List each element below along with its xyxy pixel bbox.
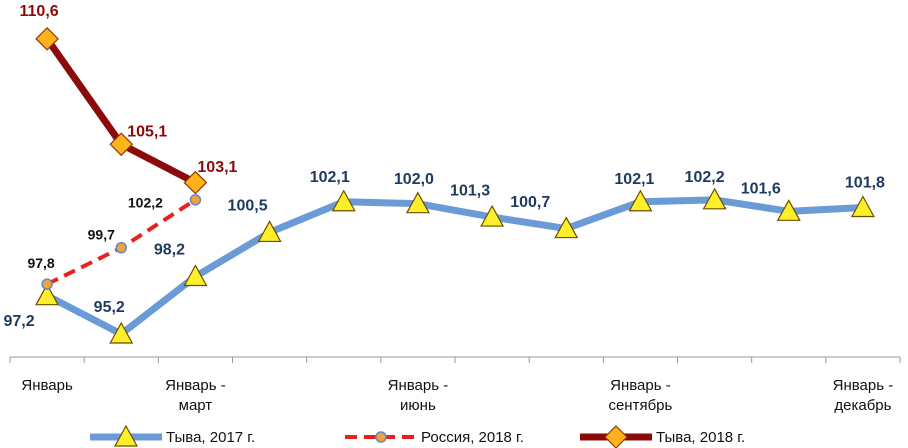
x-tick-label: Январь - сентябрь bbox=[608, 377, 673, 414]
line bbox=[44, 36, 198, 186]
data-label: 102,1 bbox=[614, 171, 654, 188]
data-label: 110,6 bbox=[20, 3, 59, 20]
marker bbox=[109, 321, 134, 344]
marker bbox=[183, 170, 208, 195]
data-label: 102,2 bbox=[685, 169, 725, 186]
marker bbox=[850, 195, 875, 218]
data-label: 98,2 bbox=[154, 242, 185, 259]
marker bbox=[35, 26, 59, 51]
data-label: 102,2 bbox=[128, 195, 163, 211]
data-label: 102,1 bbox=[310, 169, 350, 186]
x-tick-label: Январь - июнь bbox=[387, 377, 449, 414]
data-label: 99,7 bbox=[88, 226, 115, 242]
marker bbox=[480, 204, 505, 227]
legend-label: Россия, 2018 г. bbox=[421, 429, 524, 446]
legend-marker bbox=[375, 431, 387, 443]
legend-label: Тыва, 2018 г. bbox=[656, 429, 745, 446]
data-label: 101,6 bbox=[741, 181, 781, 198]
marker bbox=[776, 199, 801, 221]
data-label: 101,8 bbox=[845, 175, 885, 192]
data-label: 95,2 bbox=[94, 299, 125, 316]
marker bbox=[405, 191, 430, 214]
data-label: 100,7 bbox=[510, 194, 550, 211]
marker bbox=[702, 187, 727, 210]
x-tick-label: Январь bbox=[21, 377, 73, 394]
data-label: 105,1 bbox=[127, 123, 167, 140]
legend-marker bbox=[604, 425, 628, 448]
data-label: 97,2 bbox=[4, 313, 35, 330]
marker bbox=[189, 194, 202, 206]
data-label: 97,8 bbox=[27, 255, 54, 271]
legend-label: Тыва, 2017 г. bbox=[166, 429, 255, 446]
x-tick-label: Январь - декабрь bbox=[832, 377, 894, 414]
data-label: 102,0 bbox=[394, 171, 434, 188]
marker bbox=[183, 264, 208, 287]
marker bbox=[35, 283, 60, 306]
marker bbox=[628, 189, 653, 212]
line bbox=[45, 196, 864, 338]
marker bbox=[257, 220, 282, 243]
marker bbox=[331, 189, 356, 212]
marker bbox=[554, 216, 579, 239]
marker bbox=[115, 242, 127, 254]
legend-marker bbox=[113, 424, 139, 447]
marker bbox=[41, 278, 53, 290]
data-label: 101,3 bbox=[450, 182, 490, 199]
data-label: 103,1 bbox=[197, 159, 237, 176]
data-label: 100,5 bbox=[228, 198, 268, 215]
marker bbox=[109, 132, 134, 157]
x-tick-label: Январь - март bbox=[165, 377, 226, 414]
